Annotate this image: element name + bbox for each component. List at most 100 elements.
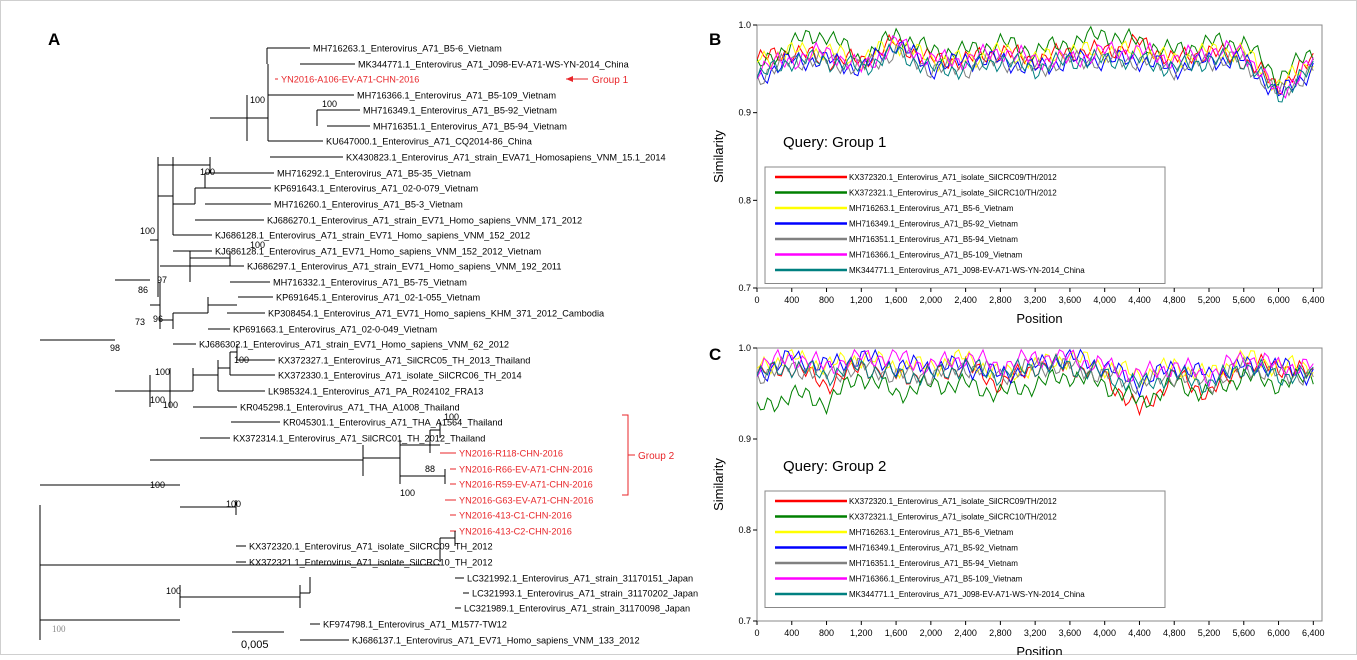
legend-label: KX372320.1_Enterovirus_A71_isolate_SilCR… xyxy=(849,497,1057,506)
y-axis-label: Similarity xyxy=(711,130,726,183)
x-tick-label: 1,600 xyxy=(885,628,908,638)
x-tick-label: 400 xyxy=(784,628,799,638)
legend-label: MH716349.1_Enterovirus_A71_B5-92_Vietnam xyxy=(849,220,1018,229)
tree-leaf: KX372327.1_Enterovirus_A71_SilCRC05_TH_2… xyxy=(278,356,530,366)
tree-bootstrap: 96 xyxy=(153,314,163,324)
tree-leaf: KF974798.1_Enterovirus_A71_M1577-TW12 xyxy=(323,620,507,630)
tree-leaf: KR045298.1_Enterovirus_A71_THA_A1008_Tha… xyxy=(240,403,460,413)
tree-leaf: KX372330.1_Enterovirus_A71_isolate_SilCR… xyxy=(278,371,522,381)
panel-label-b: B xyxy=(709,30,721,49)
tree-leaf-group: YN2016-G63-EV-A71-CHN-2016 xyxy=(459,496,593,506)
tree-bootstrap: 100 xyxy=(166,586,181,596)
y-tick-label: 0.8 xyxy=(738,195,751,205)
legend-label: MK344771.1_Enterovirus_A71_J098-EV-A71-W… xyxy=(849,266,1085,275)
legend-label: KX372320.1_Enterovirus_A71_isolate_SilCR… xyxy=(849,173,1057,182)
tree-leaves: MH716263.1_Enterovirus_A71_B5-6_Vietnam M… xyxy=(199,44,698,646)
tree-leaf: LC321992.1_Enterovirus_A71_strain_311701… xyxy=(467,574,693,584)
tree-bootstrap: 97 xyxy=(157,275,167,285)
tree-leaf: MH716292.1_Enterovirus_A71_B5-35_Vietnam xyxy=(277,169,471,179)
y-tick-label: 0.8 xyxy=(738,525,751,535)
x-tick-label: 400 xyxy=(784,295,799,305)
x-tick-label: 5,600 xyxy=(1233,628,1256,638)
tree-bootstrap: 100 xyxy=(400,488,415,498)
x-tick-label: 4,800 xyxy=(1163,628,1186,638)
tree-leaf: KP691645.1_Enterovirus_A71_02-1-055_Viet… xyxy=(276,293,480,303)
y-axis-label: Similarity xyxy=(711,458,726,511)
x-tick-label: 4,400 xyxy=(1128,295,1151,305)
tree-bootstrap: 100 xyxy=(444,412,459,422)
y-tick-label: 0.9 xyxy=(738,434,751,444)
tree-leaf: KJ686128.1_Enterovirus_A71_EV71_Homo_sap… xyxy=(215,247,542,257)
tree-leaf-group: YN2016-413-C2-CHN-2016 xyxy=(459,527,572,537)
x-tick-label: 5,200 xyxy=(1198,628,1221,638)
y-tick-label: 0.7 xyxy=(738,283,751,293)
tree-leaf: LC321989.1_Enterovirus_A71_strain_311700… xyxy=(464,604,690,614)
x-tick-label: 3,200 xyxy=(1024,295,1047,305)
series-line xyxy=(757,348,1314,387)
tree-leaf: MH716366.1_Enterovirus_A71_B5-109_Vietna… xyxy=(357,91,556,101)
legend-label: MH716263.1_Enterovirus_A71_B5-6_Vietnam xyxy=(849,204,1014,213)
tree-bootstrap: 86 xyxy=(138,285,148,295)
series-line xyxy=(757,355,1314,396)
tree-leaf-group: YN2016-413-C1-CHN-2016 xyxy=(459,511,572,521)
tree-leaf-group: YN2016-R59-EV-A71-CHN-2016 xyxy=(459,480,593,490)
series-lines xyxy=(757,25,1314,103)
x-tick-label: 5,200 xyxy=(1198,295,1221,305)
tree-leaf: KP308454.1_Enterovirus_A71_EV71_Homo_sap… xyxy=(268,309,605,319)
x-tick-label: 4,800 xyxy=(1163,295,1186,305)
x-tick-label: 6,000 xyxy=(1267,628,1290,638)
plot-title: Query: Group 2 xyxy=(783,458,886,475)
y-tick-label: 0.9 xyxy=(738,108,751,118)
group1-arrowhead xyxy=(566,76,573,82)
tree-leaf: KJ686128.1_Enterovirus_A71_strain_EV71_H… xyxy=(215,231,530,241)
y-tick-label: 1.0 xyxy=(738,343,751,353)
x-tick-label: 2,000 xyxy=(920,628,943,638)
legend-label: KX372321.1_Enterovirus_A71_isolate_SilCR… xyxy=(849,513,1057,522)
x-tick-label: 6,000 xyxy=(1267,295,1290,305)
tree-bootstrap: 100 xyxy=(52,624,66,634)
x-tick-label: 1,200 xyxy=(850,295,873,305)
tree-bootstrap: 73 xyxy=(135,317,145,327)
tree-leaf: KX372321.1_Enterovirus_A71_isolate_SilCR… xyxy=(249,558,493,568)
tree-bootstrap: 100 xyxy=(150,395,165,405)
x-tick-label: 6,400 xyxy=(1302,295,1325,305)
tree-leaf-group: YN2016-R118-CHN-2016 xyxy=(459,449,563,459)
x-tick-label: 800 xyxy=(819,628,834,638)
tree-bootstrap: 100 xyxy=(250,95,265,105)
legend-label: KX372321.1_Enterovirus_A71_isolate_SilCR… xyxy=(849,189,1057,198)
tree-leaf: MK344771.1_Enterovirus_A71_J098-EV-A71-W… xyxy=(358,60,630,70)
legend-box xyxy=(764,490,1166,608)
x-tick-label: 0 xyxy=(754,295,759,305)
x-tick-label: 6,400 xyxy=(1302,628,1325,638)
x-tick-label: 4,000 xyxy=(1093,628,1116,638)
y-tick-label: 0.7 xyxy=(738,616,751,626)
legend-label: MH716263.1_Enterovirus_A71_B5-6_Vietnam xyxy=(849,528,1014,537)
tree-leaf: KX372314.1_Enterovirus_A71_SilCRC01_TH_2… xyxy=(233,434,485,444)
plot-title: Query: Group 1 xyxy=(783,134,886,151)
tree-edges xyxy=(39,47,469,641)
tree-bootstrap: 100 xyxy=(150,480,165,490)
tree-bootstraps: 100 1001001007310097869698100100100100881… xyxy=(52,95,459,634)
x-tick-label: 3,600 xyxy=(1059,628,1082,638)
tree-bootstrap: 100 xyxy=(163,400,178,410)
panel-label-a: A xyxy=(48,30,60,49)
tree-leaf: KJ686302.1_Enterovirus_A71_strain_EV71_H… xyxy=(199,340,509,350)
series-line xyxy=(757,353,1314,394)
x-axis-label: Position xyxy=(1016,644,1062,655)
x-tick-label: 3,200 xyxy=(1024,628,1047,638)
series-line xyxy=(757,44,1314,97)
legend-label: MH716366.1_Enterovirus_A71_B5-109_Vietna… xyxy=(849,575,1023,584)
tree-leaf: LK985324.1_Enterovirus_A71_PA_R024102_FR… xyxy=(268,387,483,397)
x-tick-label: 1,200 xyxy=(850,628,873,638)
tree-bootstrap: 100 xyxy=(322,99,337,109)
tree-bootstrap: 98 xyxy=(110,343,120,353)
tree-bootstrap: 100 xyxy=(234,355,249,365)
x-tick-label: 2,800 xyxy=(989,628,1012,638)
tree-leaf: LC321993.1_Enterovirus_A71_strain_311702… xyxy=(472,589,698,599)
tree-bootstrap: 100 xyxy=(226,499,241,509)
x-tick-label: 5,600 xyxy=(1233,295,1256,305)
x-tick-label: 3,600 xyxy=(1059,295,1082,305)
tree-bootstrap: 100 xyxy=(200,167,215,177)
legend-label: MH716351.1_Enterovirus_A71_B5-94_Vietnam xyxy=(849,235,1018,244)
